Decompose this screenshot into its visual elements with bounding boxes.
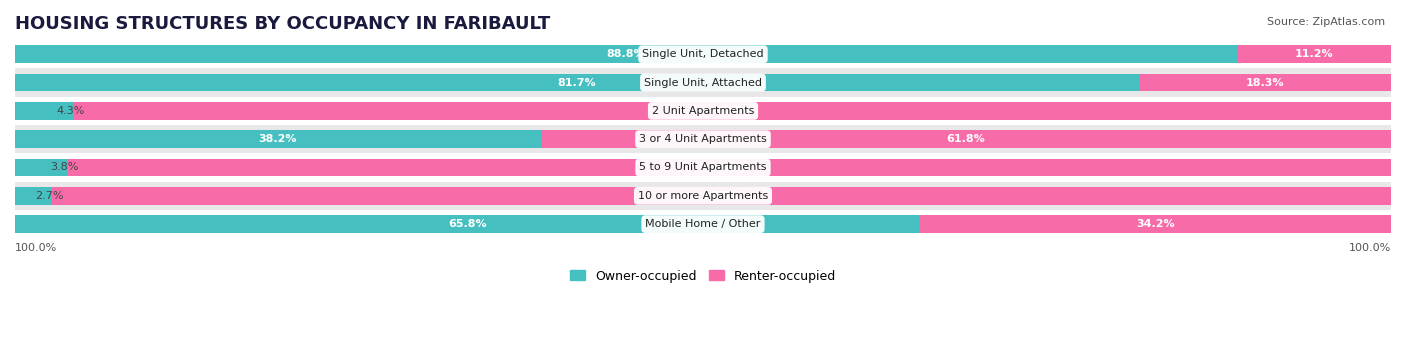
Text: 61.8%: 61.8% <box>946 134 986 144</box>
Text: 100.0%: 100.0% <box>15 242 58 253</box>
Bar <box>15 125 1391 153</box>
Bar <box>1139 74 1391 91</box>
Text: 18.3%: 18.3% <box>1246 77 1284 88</box>
Text: Single Unit, Attached: Single Unit, Attached <box>644 77 762 88</box>
Text: Source: ZipAtlas.com: Source: ZipAtlas.com <box>1267 17 1385 27</box>
Text: 95.7%: 95.7% <box>713 106 752 116</box>
Text: 96.2%: 96.2% <box>710 163 748 173</box>
Bar <box>15 187 52 205</box>
Bar <box>1237 45 1391 63</box>
Text: 81.7%: 81.7% <box>558 77 596 88</box>
Text: 10 or more Apartments: 10 or more Apartments <box>638 191 768 201</box>
Text: 88.8%: 88.8% <box>606 49 645 59</box>
Text: Mobile Home / Other: Mobile Home / Other <box>645 219 761 229</box>
Text: 2 Unit Apartments: 2 Unit Apartments <box>652 106 754 116</box>
Text: 38.2%: 38.2% <box>259 134 297 144</box>
Bar <box>15 153 1391 182</box>
Legend: Owner-occupied, Renter-occupied: Owner-occupied, Renter-occupied <box>565 265 841 287</box>
Text: 65.8%: 65.8% <box>449 219 486 229</box>
Bar <box>15 45 1237 63</box>
Bar <box>15 130 541 148</box>
Bar <box>67 159 1391 176</box>
Bar <box>15 40 1391 69</box>
Text: 2.7%: 2.7% <box>35 191 63 201</box>
Bar <box>15 215 921 233</box>
Bar <box>15 97 1391 125</box>
Bar <box>15 102 75 120</box>
Text: 3 or 4 Unit Apartments: 3 or 4 Unit Apartments <box>640 134 766 144</box>
Bar <box>75 102 1391 120</box>
Bar <box>541 130 1391 148</box>
Bar <box>15 74 1139 91</box>
Text: 4.3%: 4.3% <box>56 106 86 116</box>
Text: Single Unit, Detached: Single Unit, Detached <box>643 49 763 59</box>
Text: 11.2%: 11.2% <box>1295 49 1333 59</box>
Text: 97.3%: 97.3% <box>702 191 741 201</box>
Text: 100.0%: 100.0% <box>1348 242 1391 253</box>
Bar <box>921 215 1391 233</box>
Bar <box>15 69 1391 97</box>
Bar <box>52 187 1391 205</box>
Text: 34.2%: 34.2% <box>1136 219 1175 229</box>
Text: 5 to 9 Unit Apartments: 5 to 9 Unit Apartments <box>640 163 766 173</box>
Bar <box>15 210 1391 238</box>
Text: 3.8%: 3.8% <box>51 163 79 173</box>
Bar <box>15 182 1391 210</box>
Bar <box>15 159 67 176</box>
Text: HOUSING STRUCTURES BY OCCUPANCY IN FARIBAULT: HOUSING STRUCTURES BY OCCUPANCY IN FARIB… <box>15 15 550 33</box>
